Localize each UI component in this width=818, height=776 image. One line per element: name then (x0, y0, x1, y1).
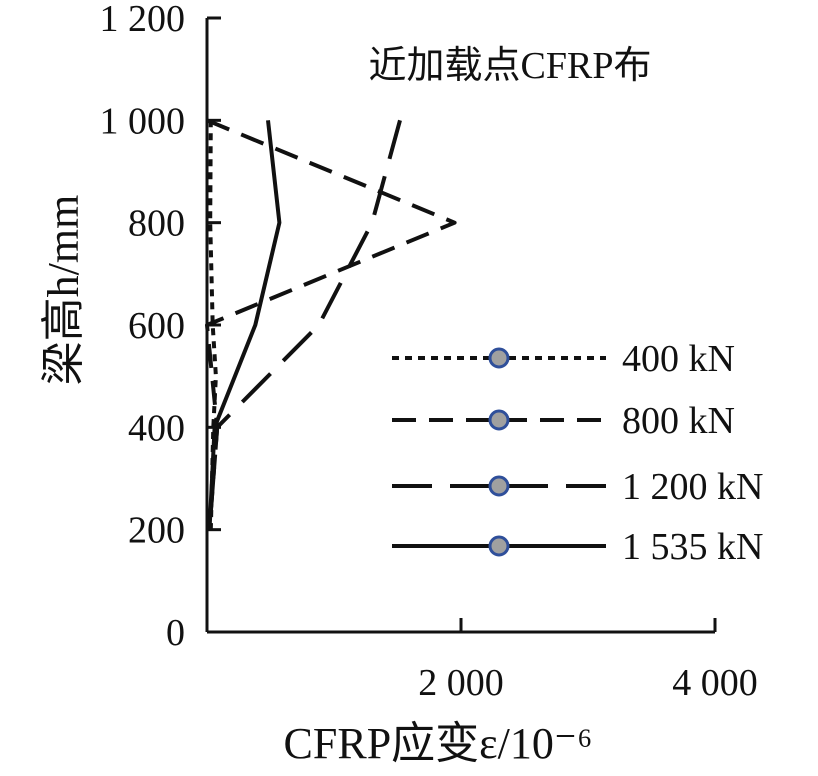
legend-marker-3 (488, 475, 510, 497)
legend-label-4: 1 535 kN (622, 526, 763, 568)
y-tick-label: 800 (128, 203, 185, 245)
y-tick-label: 200 (128, 510, 185, 552)
series-line-3 (207, 119, 402, 530)
chart-title: 近加载点CFRP布 (369, 45, 652, 87)
y-tick-label: 1 200 (100, 0, 186, 40)
x-axis-label: CFRP应变ε/10⁻⁶ (284, 719, 593, 768)
chart-series (205, 118, 457, 530)
y-tick-label: 400 (128, 407, 185, 449)
legend-label-3: 1 200 kN (622, 466, 763, 508)
chart-legend: 400 kN 800 kN 1 200 kN 1 535 kN (392, 338, 763, 568)
legend-label-1: 400 kN (622, 338, 735, 380)
y-tick-label: 1 000 (100, 100, 186, 142)
x-tick-label: 4 000 (672, 662, 758, 704)
legend-marker-1 (488, 347, 510, 369)
y-tick-label: 0 (166, 612, 185, 654)
series-line-2 (205, 118, 457, 530)
y-tick-label: 600 (128, 305, 185, 347)
x-tick-label: 2 000 (418, 662, 504, 704)
legend-marker-2 (488, 409, 510, 431)
legend-marker-4 (488, 535, 510, 557)
y-axis-label: 梁高h/mm (39, 195, 88, 386)
legend-label-2: 800 kN (622, 400, 735, 442)
chart-axes: 0 200 400 600 800 1 000 1 200 2 000 4 000 (100, 0, 758, 704)
series-line-4 (207, 120, 282, 530)
